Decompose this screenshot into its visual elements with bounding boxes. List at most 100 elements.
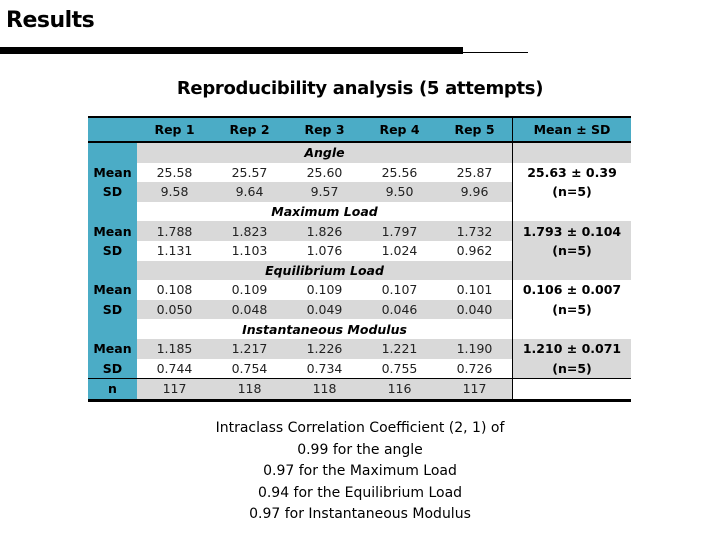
row-label-mean: Mean [88, 280, 137, 300]
summary-n: (n=5) [512, 358, 631, 379]
title-underline-thin [463, 52, 528, 53]
header-rep-1: Rep 1 [154, 122, 195, 137]
table-row: SD 0.744 0.754 0.734 0.755 0.726 (n=5) [88, 358, 631, 379]
section-title: Maximum Load [271, 204, 378, 220]
section-header-row: Maximum Load [88, 201, 631, 222]
cell: 9.58 [160, 184, 189, 200]
table-header-row: Rep 1 Rep 2 Rep 3 Rep 4 Rep 5 Mean ± SD [88, 118, 631, 143]
cell: 0.962 [456, 243, 493, 259]
cell: 0.050 [156, 302, 193, 318]
summary-n: (n=5) [512, 299, 631, 320]
cell: 25.58 [156, 164, 193, 180]
cell: 9.50 [385, 184, 414, 200]
slide-title: Results [6, 8, 95, 33]
summary-cell-blank [512, 319, 631, 339]
section-title: Instantaneous Modulus [242, 321, 407, 337]
cell: 0.049 [306, 302, 343, 318]
icc-summary: Intraclass Correlation Coefficient (2, 1… [0, 418, 720, 526]
summary-mean-sd: 0.106 ± 0.007 [512, 280, 631, 300]
cell: 0.726 [456, 360, 493, 376]
cell: 0.048 [231, 302, 268, 318]
reproducibility-table: Rep 1 Rep 2 Rep 3 Rep 4 Rep 5 Mean ± SD … [88, 116, 631, 402]
cell: 0.107 [381, 282, 418, 298]
title-underline-thick [0, 47, 463, 54]
row-label-n: n [88, 379, 137, 399]
summary-cell-blank [512, 260, 631, 281]
table-row: Mean 1.788 1.823 1.826 1.797 1.732 1.793… [88, 221, 631, 241]
cell: 1.226 [306, 341, 343, 357]
header-rep-2: Rep 2 [229, 122, 270, 137]
cell: 1.221 [381, 341, 418, 357]
header-rep-3: Rep 3 [304, 122, 345, 137]
cell: 116 [387, 381, 412, 397]
cell: 0.101 [456, 282, 493, 298]
row-label-blank [88, 260, 137, 281]
cell: 1.797 [381, 223, 418, 239]
icc-line: Intraclass Correlation Coefficient (2, 1… [215, 420, 505, 436]
icc-line: 0.99 for the angle [297, 441, 423, 458]
cell: 25.60 [306, 164, 343, 180]
row-label-sd: SD [88, 240, 137, 261]
row-label-blank [88, 201, 137, 222]
cell: 117 [162, 381, 187, 397]
row-label-sd: SD [88, 358, 137, 379]
summary-n: (n=5) [512, 182, 631, 202]
cell: 25.87 [456, 164, 493, 180]
summary-cell-blank [512, 379, 631, 399]
table-title-text: Reproducibility analysis (5 attempts) [176, 78, 544, 99]
cell: 118 [237, 381, 262, 397]
section-title: Equilibrium Load [265, 262, 384, 278]
section-header-row: Angle [88, 143, 631, 163]
cell: 0.108 [156, 282, 193, 298]
table-row: Mean 1.185 1.217 1.226 1.221 1.190 1.210… [88, 338, 631, 359]
cell: 1.217 [231, 341, 268, 357]
cell: 1.823 [231, 223, 268, 239]
cell: 0.040 [456, 302, 493, 318]
section-header-row: Equilibrium Load [88, 260, 631, 281]
row-label-blank [88, 319, 137, 339]
cell: 1.826 [306, 223, 343, 239]
table-row: SD 9.58 9.64 9.57 9.50 9.96 (n=5) [88, 182, 631, 202]
row-label-sd: SD [88, 182, 137, 202]
table-row: SD 0.050 0.048 0.049 0.046 0.040 (n=5) [88, 299, 631, 320]
row-label-mean: Mean [88, 338, 137, 359]
cell: 9.96 [460, 184, 489, 200]
cell: 1.103 [231, 243, 268, 259]
row-label-sd: SD [88, 299, 137, 320]
row-label-blank [88, 143, 137, 163]
table-row-n: n 117 118 118 116 117 [88, 378, 631, 399]
cell: 1.190 [456, 341, 493, 357]
summary-mean-sd: 1.793 ± 0.104 [512, 221, 631, 241]
cell: 1.076 [306, 243, 343, 259]
header-corner [88, 118, 137, 141]
icc-line: 0.97 for Instantaneous Modulus [249, 506, 471, 522]
summary-mean-sd: 25.63 ± 0.39 [512, 162, 631, 183]
cell: 25.57 [231, 164, 268, 180]
cell: 1.185 [156, 341, 193, 357]
row-label-mean: Mean [88, 221, 137, 241]
cell: 0.744 [156, 360, 193, 376]
icc-line: 0.94 for the Equilibrium Load [257, 484, 463, 501]
cell: 1.024 [381, 243, 418, 259]
section-header-row: Instantaneous Modulus [88, 319, 631, 339]
cell: 0.109 [231, 282, 268, 298]
cell: 0.109 [306, 282, 343, 298]
icc-line: 0.97 for the Maximum Load [263, 463, 457, 479]
cell: 9.64 [235, 184, 264, 200]
header-mean-sd: Mean ± SD [512, 118, 631, 141]
table-title: Reproducibility analysis (5 attempts) [0, 78, 720, 99]
cell: 0.754 [231, 360, 268, 376]
summary-cell-blank [512, 143, 631, 163]
row-label-mean: Mean [88, 162, 137, 183]
cell: 1.788 [156, 223, 193, 239]
cell: 9.57 [310, 184, 339, 200]
header-rep-4: Rep 4 [379, 122, 420, 137]
table-row: SD 1.131 1.103 1.076 1.024 0.962 (n=5) [88, 240, 631, 261]
table-row: Mean 0.108 0.109 0.109 0.107 0.101 0.106… [88, 280, 631, 300]
table-row: Mean 25.58 25.57 25.60 25.56 25.87 25.63… [88, 162, 631, 183]
section-title: Angle [304, 145, 345, 161]
cell: 0.734 [306, 360, 343, 376]
header-rep-5: Rep 5 [454, 122, 495, 137]
cell: 0.046 [381, 302, 418, 318]
cell: 1.732 [456, 223, 493, 239]
